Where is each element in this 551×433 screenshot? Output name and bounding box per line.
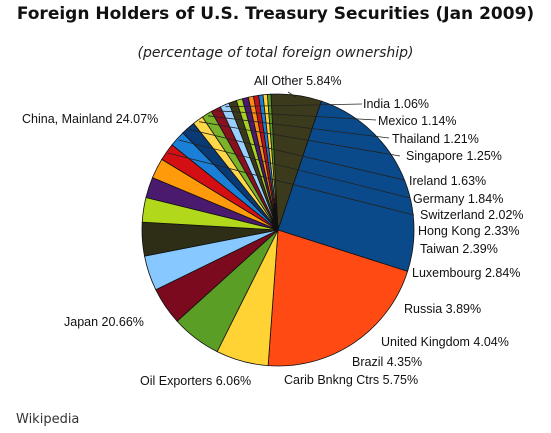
- leader-line: [207, 115, 390, 139]
- pie-slice-minor-7: [266, 93, 279, 231]
- slice-labels: All Other 5.84% China, Mainland 24.07% Jap…: [22, 74, 524, 388]
- leader-line: [189, 129, 405, 181]
- leader-line: [216, 110, 377, 121]
- slice-label: Brazil 4.35%: [352, 355, 422, 369]
- leader-lines: [168, 91, 415, 216]
- leader-line: [199, 121, 401, 157]
- pie-slices: [141, 93, 415, 367]
- slice-label: Switzerland 2.02%: [420, 208, 524, 222]
- source-credit: Wikipedia: [16, 412, 80, 427]
- slice-label: Hong Kong 2.33%: [418, 224, 519, 238]
- chart-title: Foreign Holders of U.S. Treasury Securit…: [16, 4, 535, 24]
- slice-label: Singapore 1.25%: [406, 149, 502, 163]
- leader-line: [225, 103, 363, 108]
- slice-label: Ireland 1.63%: [409, 174, 486, 188]
- leader-line: [178, 139, 411, 199]
- slice-label: Taiwan 2.39%: [420, 242, 498, 256]
- slice-label: Mexico 1.14%: [378, 114, 457, 128]
- slice-label: Luxembourg 2.84%: [412, 266, 520, 280]
- slice-label: United Kingdom 4.04%: [381, 335, 509, 349]
- chart-subtitle: (percentage of total foreign ownership): [137, 45, 414, 61]
- leader-line: [287, 91, 297, 98]
- slice-label: Oil Exporters 6.06%: [140, 374, 251, 388]
- slice-label: All Other 5.84%: [254, 74, 342, 88]
- slice-label: China, Mainland 24.07%: [22, 112, 158, 126]
- slice-label: Thailand 1.21%: [392, 132, 479, 146]
- slice-label: Germany 1.84%: [413, 192, 503, 206]
- slice-label: Russia 3.89%: [404, 302, 481, 316]
- pie-slice-china-mainland: [277, 100, 415, 272]
- slice-label: India 1.06%: [363, 97, 429, 111]
- slice-label: Japan 20.66%: [64, 315, 144, 329]
- pie-slice-japan: [267, 229, 409, 367]
- slice-label: Carib Bnkng Ctrs 5.75%: [284, 373, 418, 387]
- leader-line: [168, 152, 415, 216]
